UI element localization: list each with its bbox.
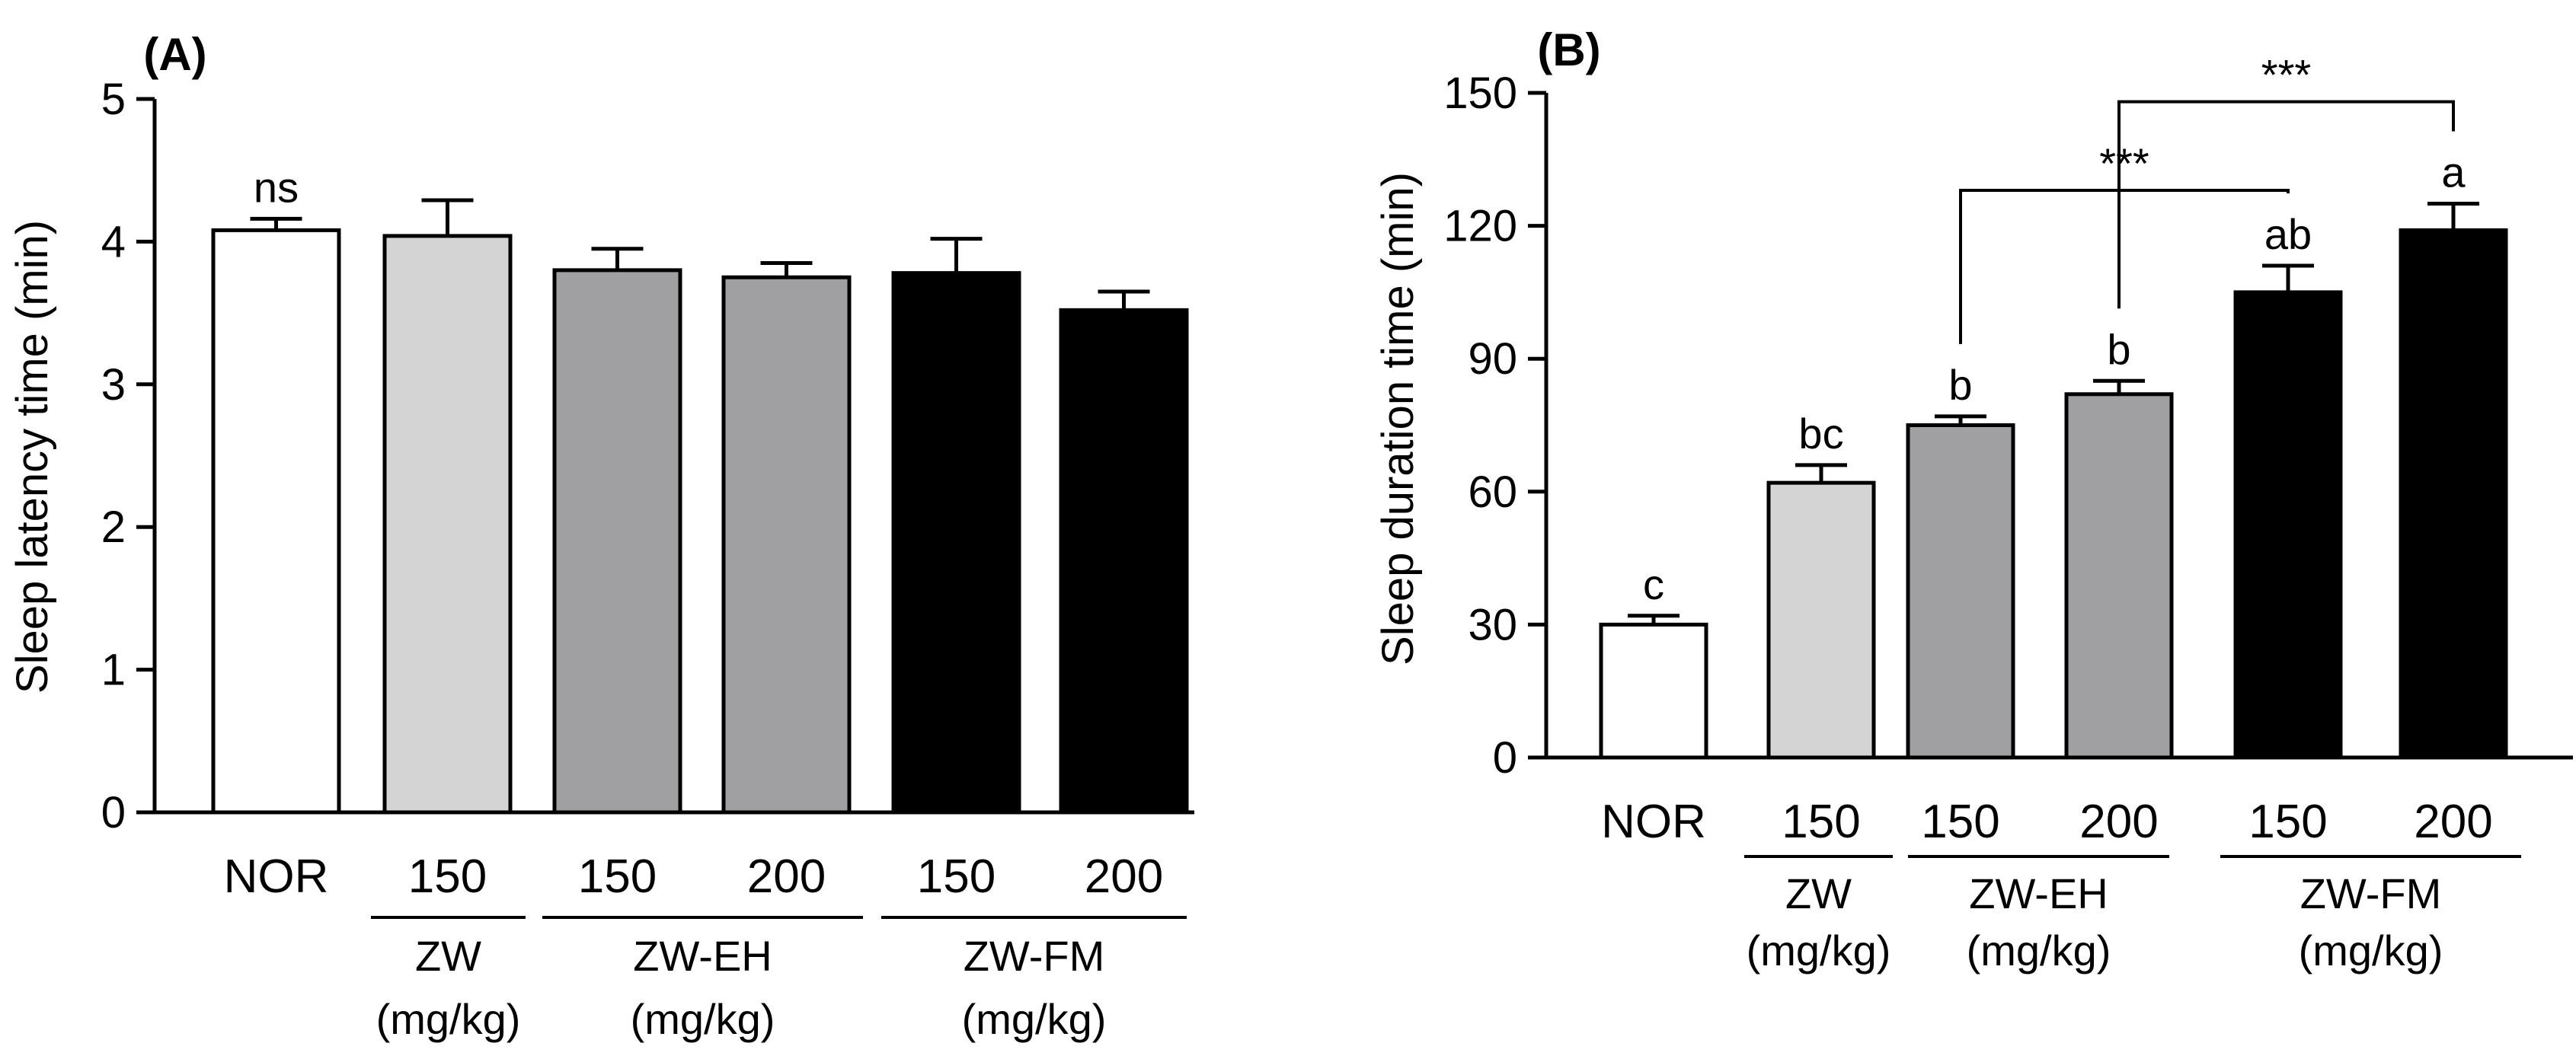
y-tick-label: 30 <box>1468 600 1517 649</box>
significance-label: *** <box>2261 51 2311 99</box>
bar-5 <box>1059 308 1189 815</box>
y-tick-label: 0 <box>101 788 126 837</box>
y-tick-label: 120 <box>1443 202 1517 251</box>
bar-annotation: bc <box>1798 410 1843 458</box>
x-category-label: NOR <box>224 850 329 903</box>
y-tick-label: 3 <box>101 360 126 410</box>
y-tick-label: 90 <box>1468 334 1517 384</box>
chart-panel-b: (B) 0 30 60 90 120 150 Sleep duration time (min… <box>1373 24 2573 974</box>
y-tick-label: 2 <box>101 502 126 552</box>
bar-2 <box>552 268 682 815</box>
x-category-label: 200 <box>1085 850 1163 903</box>
y-tick-label: 60 <box>1468 467 1517 517</box>
bar-annotation: a <box>2441 148 2466 196</box>
y-tick-label: 1 <box>101 646 126 695</box>
y-axis-title: Sleep duration time (min) <box>1373 172 1423 665</box>
y-axis-title: Sleep latency time (min) <box>8 220 57 694</box>
group-label: ZW-FM <box>964 932 1105 980</box>
bar-0 <box>1599 622 1708 760</box>
panel-label: (A) <box>143 29 206 80</box>
x-category-label: 150 <box>917 850 996 903</box>
chart-panel-a: (A) 0 1 2 3 4 5 Sleep latency time (min) NOR 150 1… <box>8 29 1194 1043</box>
group-label: ZW-EH <box>633 932 772 980</box>
panel-label: (B) <box>1537 24 1600 75</box>
group-unit-label: (mg/kg) <box>1747 927 1891 974</box>
group-unit-label: (mg/kg) <box>2299 927 2443 974</box>
x-category-label: 150 <box>2248 796 2327 848</box>
bar-3 <box>721 275 852 815</box>
y-tick-label: 150 <box>1443 69 1517 118</box>
x-category-label: 200 <box>2414 796 2492 848</box>
significance-bracket <box>2117 100 2455 309</box>
x-category-label: 150 <box>578 850 657 903</box>
group-label: ZW <box>415 932 481 980</box>
group-unit-label: (mg/kg) <box>962 995 1107 1043</box>
bar-0 <box>211 228 341 815</box>
significance-bracket <box>1959 189 2290 344</box>
x-category-label: 150 <box>1782 796 1860 848</box>
bar-annotation: ns <box>254 163 299 211</box>
x-category-label: 150 <box>408 850 487 903</box>
group-unit-label: (mg/kg) <box>376 995 521 1043</box>
bar-annotation: ab <box>2264 210 2312 258</box>
bar-annotation: b <box>1948 361 1972 409</box>
bar-5 <box>2399 228 2508 760</box>
bar-3 <box>2064 392 2174 760</box>
x-category-label: NOR <box>1601 796 1706 848</box>
group-label: ZW-FM <box>2300 869 2442 917</box>
significance-label: *** <box>2099 139 2149 187</box>
y-tick-label: 4 <box>101 217 126 266</box>
bar-4 <box>891 271 1021 815</box>
bar-1 <box>1766 480 1876 760</box>
bar-2 <box>1906 423 2015 760</box>
y-tick-label: 5 <box>101 75 126 124</box>
x-category-label: 200 <box>2079 796 2158 848</box>
bar-annotation: b <box>2107 325 2130 373</box>
group-label: ZW-EH <box>1969 869 2108 917</box>
group-unit-label: (mg/kg) <box>1967 927 2111 974</box>
x-category-label: 200 <box>747 850 826 903</box>
y-tick-label: 0 <box>1493 733 1517 783</box>
group-unit-label: (mg/kg) <box>631 995 775 1043</box>
bar-annotation: c <box>1643 560 1664 608</box>
bar-1 <box>382 234 513 815</box>
group-label: ZW <box>1785 869 1852 917</box>
x-category-label: 150 <box>1921 796 1999 848</box>
bar-4 <box>2233 290 2343 760</box>
